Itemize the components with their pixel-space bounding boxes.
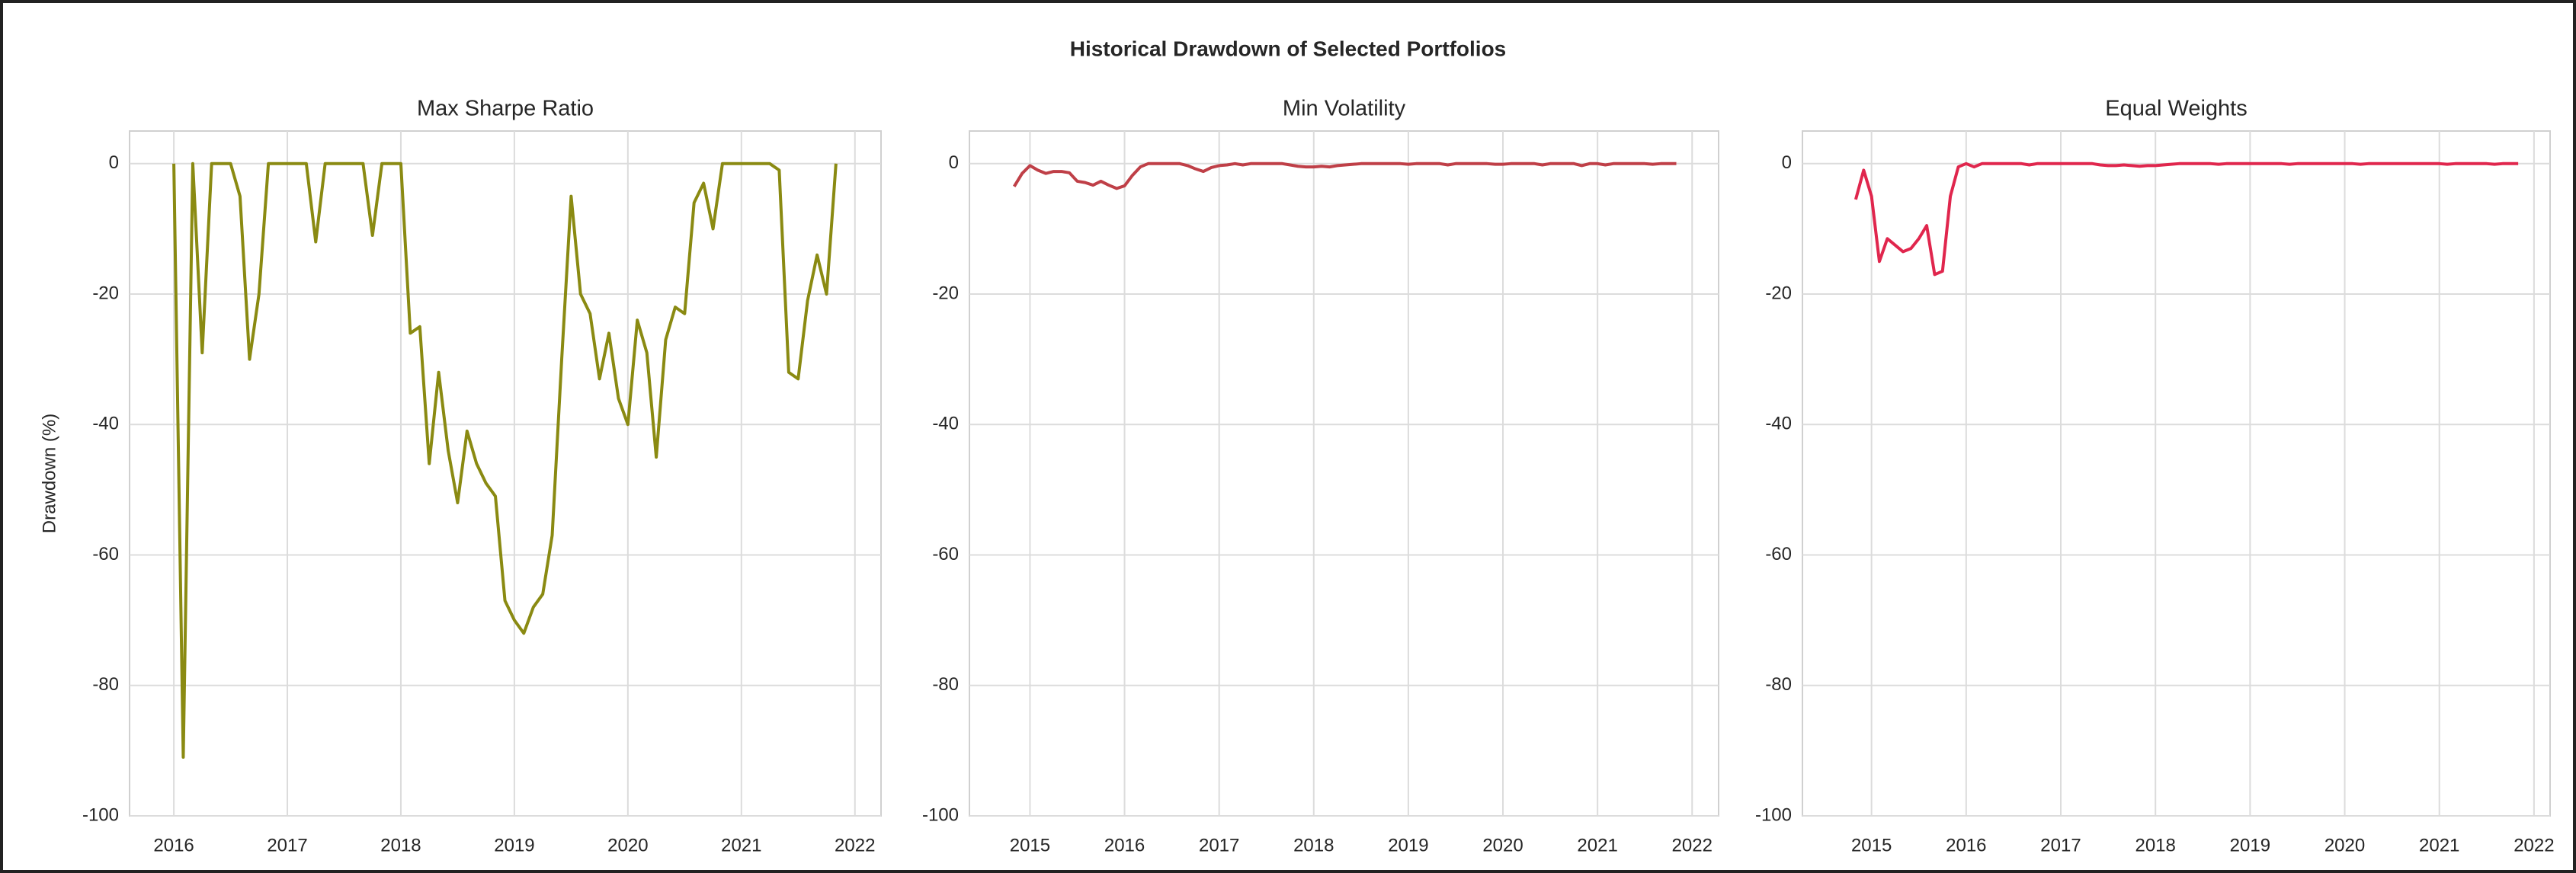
x-tick-label: 2016 — [1946, 835, 1986, 855]
drawdown-line — [172, 161, 838, 759]
x-tick-label: 2019 — [2230, 835, 2270, 855]
x-tick-label: 2021 — [1577, 835, 1617, 855]
x-tick-label: 2021 — [2419, 835, 2459, 855]
drawdown-line — [1854, 161, 2519, 277]
subplot-title: Equal Weights — [2105, 97, 2247, 121]
x-tick-label: 2017 — [2040, 835, 2081, 855]
plot-area — [969, 130, 1719, 817]
y-tick-label: -80 — [1765, 674, 1792, 695]
y-tick-label: -60 — [92, 544, 119, 564]
x-tick-label: 2018 — [380, 835, 421, 855]
y-tick-label: -100 — [82, 804, 119, 825]
x-tick-label: 2020 — [607, 835, 648, 855]
y-tick-label: 0 — [1782, 152, 1792, 173]
drawdown-line — [1013, 161, 1677, 190]
y-tick-label: -20 — [932, 283, 959, 303]
y-tick-label: -20 — [1765, 283, 1792, 303]
x-tick-label: 2021 — [721, 835, 761, 855]
y-tick-label: 0 — [109, 152, 119, 173]
figure-title: Historical Drawdown of Selected Portfoli… — [1070, 37, 1507, 60]
x-tick-label: 2019 — [1388, 835, 1428, 855]
y-tick-label: -60 — [932, 544, 959, 564]
x-tick-label: 2018 — [1293, 835, 1334, 855]
x-tick-label: 2020 — [1482, 835, 1523, 855]
y-tick-label: -80 — [92, 674, 119, 695]
y-axis-label: Drawdown (%) — [39, 414, 59, 533]
x-tick-label: 2015 — [1851, 835, 1892, 855]
x-tick-label: 2017 — [1199, 835, 1239, 855]
x-tick-label: 2019 — [494, 835, 534, 855]
subplot-title: Min Volatility — [1283, 97, 1406, 121]
x-tick-label: 2022 — [835, 835, 875, 855]
x-tick-label: 2022 — [2514, 835, 2554, 855]
y-tick-label: -60 — [1765, 544, 1792, 564]
x-tick-label: 2017 — [267, 835, 307, 855]
plot-area — [1802, 130, 2551, 817]
y-tick-label: -40 — [92, 414, 119, 434]
x-tick-label: 2022 — [1672, 835, 1713, 855]
x-tick-label: 2015 — [1010, 835, 1050, 855]
y-tick-label: -100 — [922, 804, 959, 825]
plot-area — [129, 130, 882, 817]
y-tick-label: -40 — [932, 414, 959, 434]
y-tick-label: -40 — [1765, 414, 1792, 434]
x-tick-label: 2018 — [2135, 835, 2175, 855]
y-tick-label: -80 — [932, 674, 959, 695]
x-tick-label: 2020 — [2324, 835, 2365, 855]
y-tick-label: -20 — [92, 283, 119, 303]
x-tick-label: 2016 — [153, 835, 194, 855]
y-tick-label: 0 — [949, 152, 959, 173]
x-tick-label: 2016 — [1104, 835, 1145, 855]
subplot-title: Max Sharpe Ratio — [417, 97, 594, 121]
y-tick-label: -100 — [1755, 804, 1792, 825]
